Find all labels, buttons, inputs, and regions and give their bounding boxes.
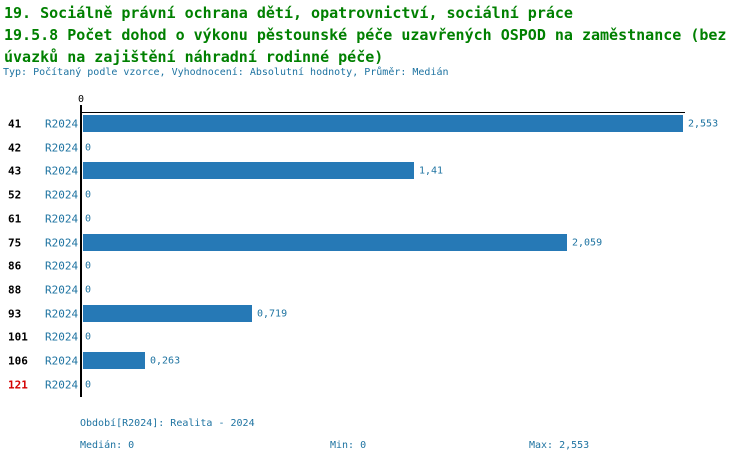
- bar-value-label: 0,719: [257, 308, 288, 320]
- chart-row: 41 R2024 2,553: [0, 112, 750, 136]
- x-axis-tick-label-zero: 0: [77, 94, 85, 105]
- bar-value-label: 2,553: [688, 118, 719, 130]
- y-axis-line: [80, 112, 82, 397]
- bar-value-label: 0: [85, 284, 92, 296]
- row-category-label: 93: [8, 307, 22, 321]
- row-series-label: R2024: [45, 164, 79, 178]
- footer-min-label: Min: 0: [330, 440, 367, 451]
- chart-meta-line: Typ: Počítaný podle vzorce, Vyhodnocení:…: [3, 67, 449, 78]
- bar: [83, 233, 567, 251]
- bar-value-label: 0: [85, 379, 92, 391]
- row-series-label: R2024: [45, 307, 79, 321]
- chart-row: 101 R2024 0: [0, 325, 750, 349]
- row-series-label: R2024: [45, 354, 79, 368]
- chart-row: 42 R2024 0: [0, 136, 750, 160]
- row-category-label: 121: [8, 378, 28, 392]
- chart-row: 52 R2024 0: [0, 183, 750, 207]
- bar-value-label: 0: [85, 213, 92, 225]
- chart-title-line1: 19. Sociálně právní ochrana dětí, opatro…: [4, 4, 573, 22]
- bar: [83, 115, 683, 132]
- x-axis-tick-mark: [80, 105, 82, 112]
- row-category-label: 52: [8, 188, 22, 202]
- bar: [83, 162, 414, 180]
- row-category-label: 101: [8, 330, 28, 344]
- chart-title-line3: úvazků na zajištění náhradní rodinné péč…: [4, 48, 384, 66]
- chart-title-line2: 19.5.8 Počet dohod o výkonu pěstounské p…: [4, 26, 727, 44]
- row-series-label: R2024: [45, 212, 79, 226]
- row-series-label: R2024: [45, 259, 79, 273]
- chart-row: 86 R2024 0: [0, 254, 750, 278]
- row-category-label: 42: [8, 141, 22, 155]
- chart-row: 61 R2024 0: [0, 207, 750, 231]
- footer-period-label: Období[R2024]: Realita - 2024: [80, 418, 255, 429]
- chart-row: 106 R2024 0,263: [0, 349, 750, 373]
- row-series-label: R2024: [45, 378, 79, 392]
- chart-row: 43 R2024 1,41: [0, 159, 750, 183]
- row-series-label: R2024: [45, 330, 79, 344]
- footer-median-label: Medián: 0: [80, 440, 135, 451]
- plot-top-border: [80, 112, 685, 113]
- bar-value-label: 0: [85, 260, 92, 272]
- row-series-label: R2024: [45, 283, 79, 297]
- row-category-label: 75: [8, 236, 22, 249]
- bar: [83, 304, 252, 322]
- row-category-label: 41: [8, 117, 22, 131]
- row-series-label: R2024: [45, 141, 79, 155]
- row-category-label: 43: [8, 164, 22, 178]
- chart-row: 121 R2024 0: [0, 373, 750, 397]
- bar-value-label: 0,263: [150, 355, 181, 367]
- bar-value-label: 0: [85, 142, 92, 154]
- bar-value-label: 1,41: [419, 165, 444, 177]
- row-category-label: 61: [8, 212, 22, 226]
- bar: [83, 352, 145, 369]
- row-category-label: 86: [8, 259, 22, 273]
- footer-max-label: Max: 2,553: [529, 440, 590, 451]
- bar-value-label: 0: [85, 189, 92, 201]
- bar-value-label: 0: [85, 331, 92, 343]
- row-series-label: R2024: [45, 117, 79, 131]
- row-category-label: 88: [8, 283, 22, 297]
- row-category-label: 106: [8, 354, 28, 368]
- chart-row: 75 R2024 2,059: [0, 231, 750, 255]
- row-series-label: R2024: [45, 236, 79, 249]
- row-series-label: R2024: [45, 188, 79, 202]
- bar-value-label: 2,059: [572, 237, 603, 248]
- chart-row: 93 R2024 0,719: [0, 302, 750, 326]
- chart-row: 88 R2024 0: [0, 278, 750, 302]
